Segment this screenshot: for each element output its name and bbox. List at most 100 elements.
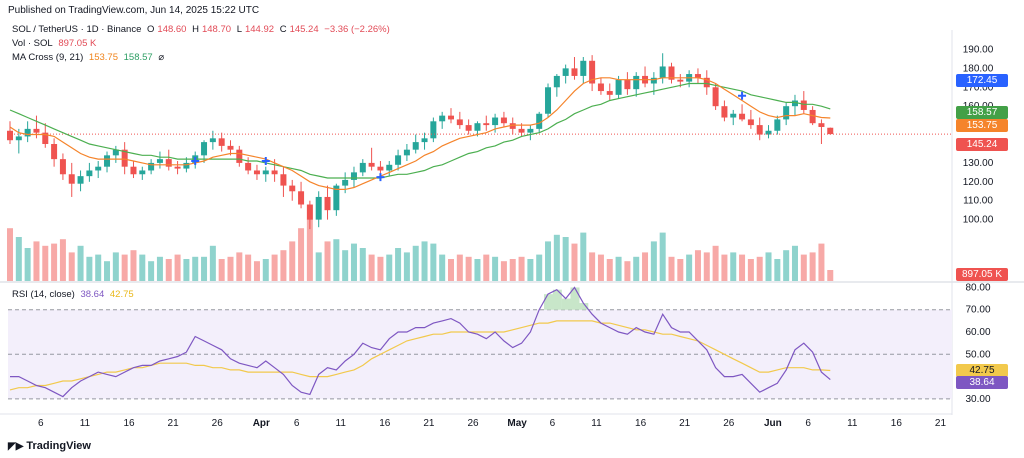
candle-body <box>668 66 675 80</box>
rsi-overbought-fill <box>570 287 580 310</box>
candle-body <box>783 106 790 120</box>
candle-body <box>403 149 410 156</box>
volume-bar <box>650 241 657 281</box>
volume-bar <box>236 252 243 281</box>
time-tick-label: 11 <box>591 418 602 429</box>
candle-body <box>456 119 463 126</box>
volume-bar <box>500 261 507 281</box>
time-tick-label: Apr <box>253 418 270 429</box>
candle-body <box>209 138 216 143</box>
volume-bar <box>703 252 710 281</box>
volume-bar <box>791 245 798 281</box>
volume-badge: 897.05 K <box>956 268 1008 281</box>
candle-body <box>51 144 58 160</box>
candle-body <box>359 162 366 173</box>
candle-body <box>518 128 525 133</box>
candle-body <box>659 66 666 78</box>
volume-bar <box>174 254 181 281</box>
time-tick-label: 21 <box>679 418 691 429</box>
volume-bar <box>395 248 402 281</box>
candle-body <box>271 170 278 175</box>
volume-bar <box>271 254 278 281</box>
ma-label: MA Cross (9, 21) <box>12 52 84 63</box>
candle-body <box>130 166 137 175</box>
volume-bar <box>827 270 834 281</box>
time-tick-label: 21 <box>935 418 947 429</box>
candle-body <box>280 174 287 186</box>
ma-slow-value: 158.57 <box>123 52 153 63</box>
candle-body <box>580 60 587 76</box>
volume-bar <box>668 256 675 281</box>
candle-body <box>448 115 454 120</box>
volume-bar <box>262 259 269 281</box>
time-tick-label: 11 <box>80 418 91 429</box>
rsi-legend: RSI (14, close) 38.64 42.75 <box>12 289 137 300</box>
ma-cross-marker <box>261 157 270 166</box>
price-tick-label: 180.00 <box>963 63 994 74</box>
tv-logo-icon: ◤▶ <box>8 441 24 452</box>
time-tick-label: 21 <box>423 418 435 429</box>
volume-bar <box>527 259 534 281</box>
candle-body <box>474 123 481 131</box>
candle-body <box>597 83 604 92</box>
volume-bar <box>774 259 781 281</box>
candle-body <box>245 162 252 171</box>
candle-body <box>589 60 596 84</box>
rsi-overbought-fill <box>544 294 554 310</box>
candle-body <box>324 196 331 211</box>
candle-body <box>15 136 22 141</box>
volume-bar <box>606 259 613 281</box>
change-value: −3.36 (−2.26%) <box>324 24 390 35</box>
volume-bar <box>350 243 357 281</box>
volume-bar <box>403 252 410 281</box>
candle-body <box>59 159 66 175</box>
volume-bar <box>765 252 772 281</box>
volume-bar <box>536 254 543 281</box>
published-note: Published on TradingView.com, Jun 14, 20… <box>8 5 260 16</box>
candle-body <box>253 170 260 175</box>
rsi-ma-badge: 42.75 <box>956 364 1008 377</box>
candle-body <box>156 159 163 163</box>
volume-bar <box>42 245 49 281</box>
volume-bar <box>95 254 102 281</box>
volume-bar <box>739 254 746 281</box>
candle-body <box>439 115 446 122</box>
time-tick-label: 11 <box>847 418 858 429</box>
time-tick-label: 6 <box>38 418 44 429</box>
ma-slow-line <box>9 82 831 179</box>
high-value: 148.70 <box>201 24 232 35</box>
volume-bar <box>324 241 331 281</box>
volume-bar <box>68 252 75 281</box>
candle-body <box>201 142 208 156</box>
volume-bar <box>483 254 490 281</box>
volume-bar <box>359 248 366 281</box>
volume-bar <box>333 239 340 281</box>
volume-bar <box>589 252 596 281</box>
volume-bar <box>624 261 631 281</box>
volume-bar <box>545 241 552 281</box>
eye-off-icon[interactable]: ⌀ <box>158 52 165 63</box>
volume-bar <box>721 254 728 281</box>
candle-body <box>104 155 111 167</box>
candle-body <box>765 130 772 135</box>
candle-body <box>298 191 305 205</box>
volume-bar <box>694 250 701 281</box>
volume-bar <box>677 259 684 281</box>
candle-body <box>33 128 40 133</box>
volume-bar <box>368 254 375 281</box>
candle-body <box>315 196 322 220</box>
candle-body <box>165 159 172 167</box>
volume-bar <box>518 256 525 281</box>
volume-bar <box>148 261 155 281</box>
volume-bar <box>580 232 587 281</box>
candle-body <box>350 172 357 180</box>
candle-body <box>68 174 75 184</box>
rsi-label: RSI (14, close) <box>12 289 75 300</box>
open-label: O <box>147 24 155 35</box>
rsi-ma-value: 42.75 <box>109 289 134 300</box>
volume-bar <box>33 241 40 281</box>
rsi-overbought-fill <box>552 289 562 310</box>
candle-body <box>86 170 93 177</box>
